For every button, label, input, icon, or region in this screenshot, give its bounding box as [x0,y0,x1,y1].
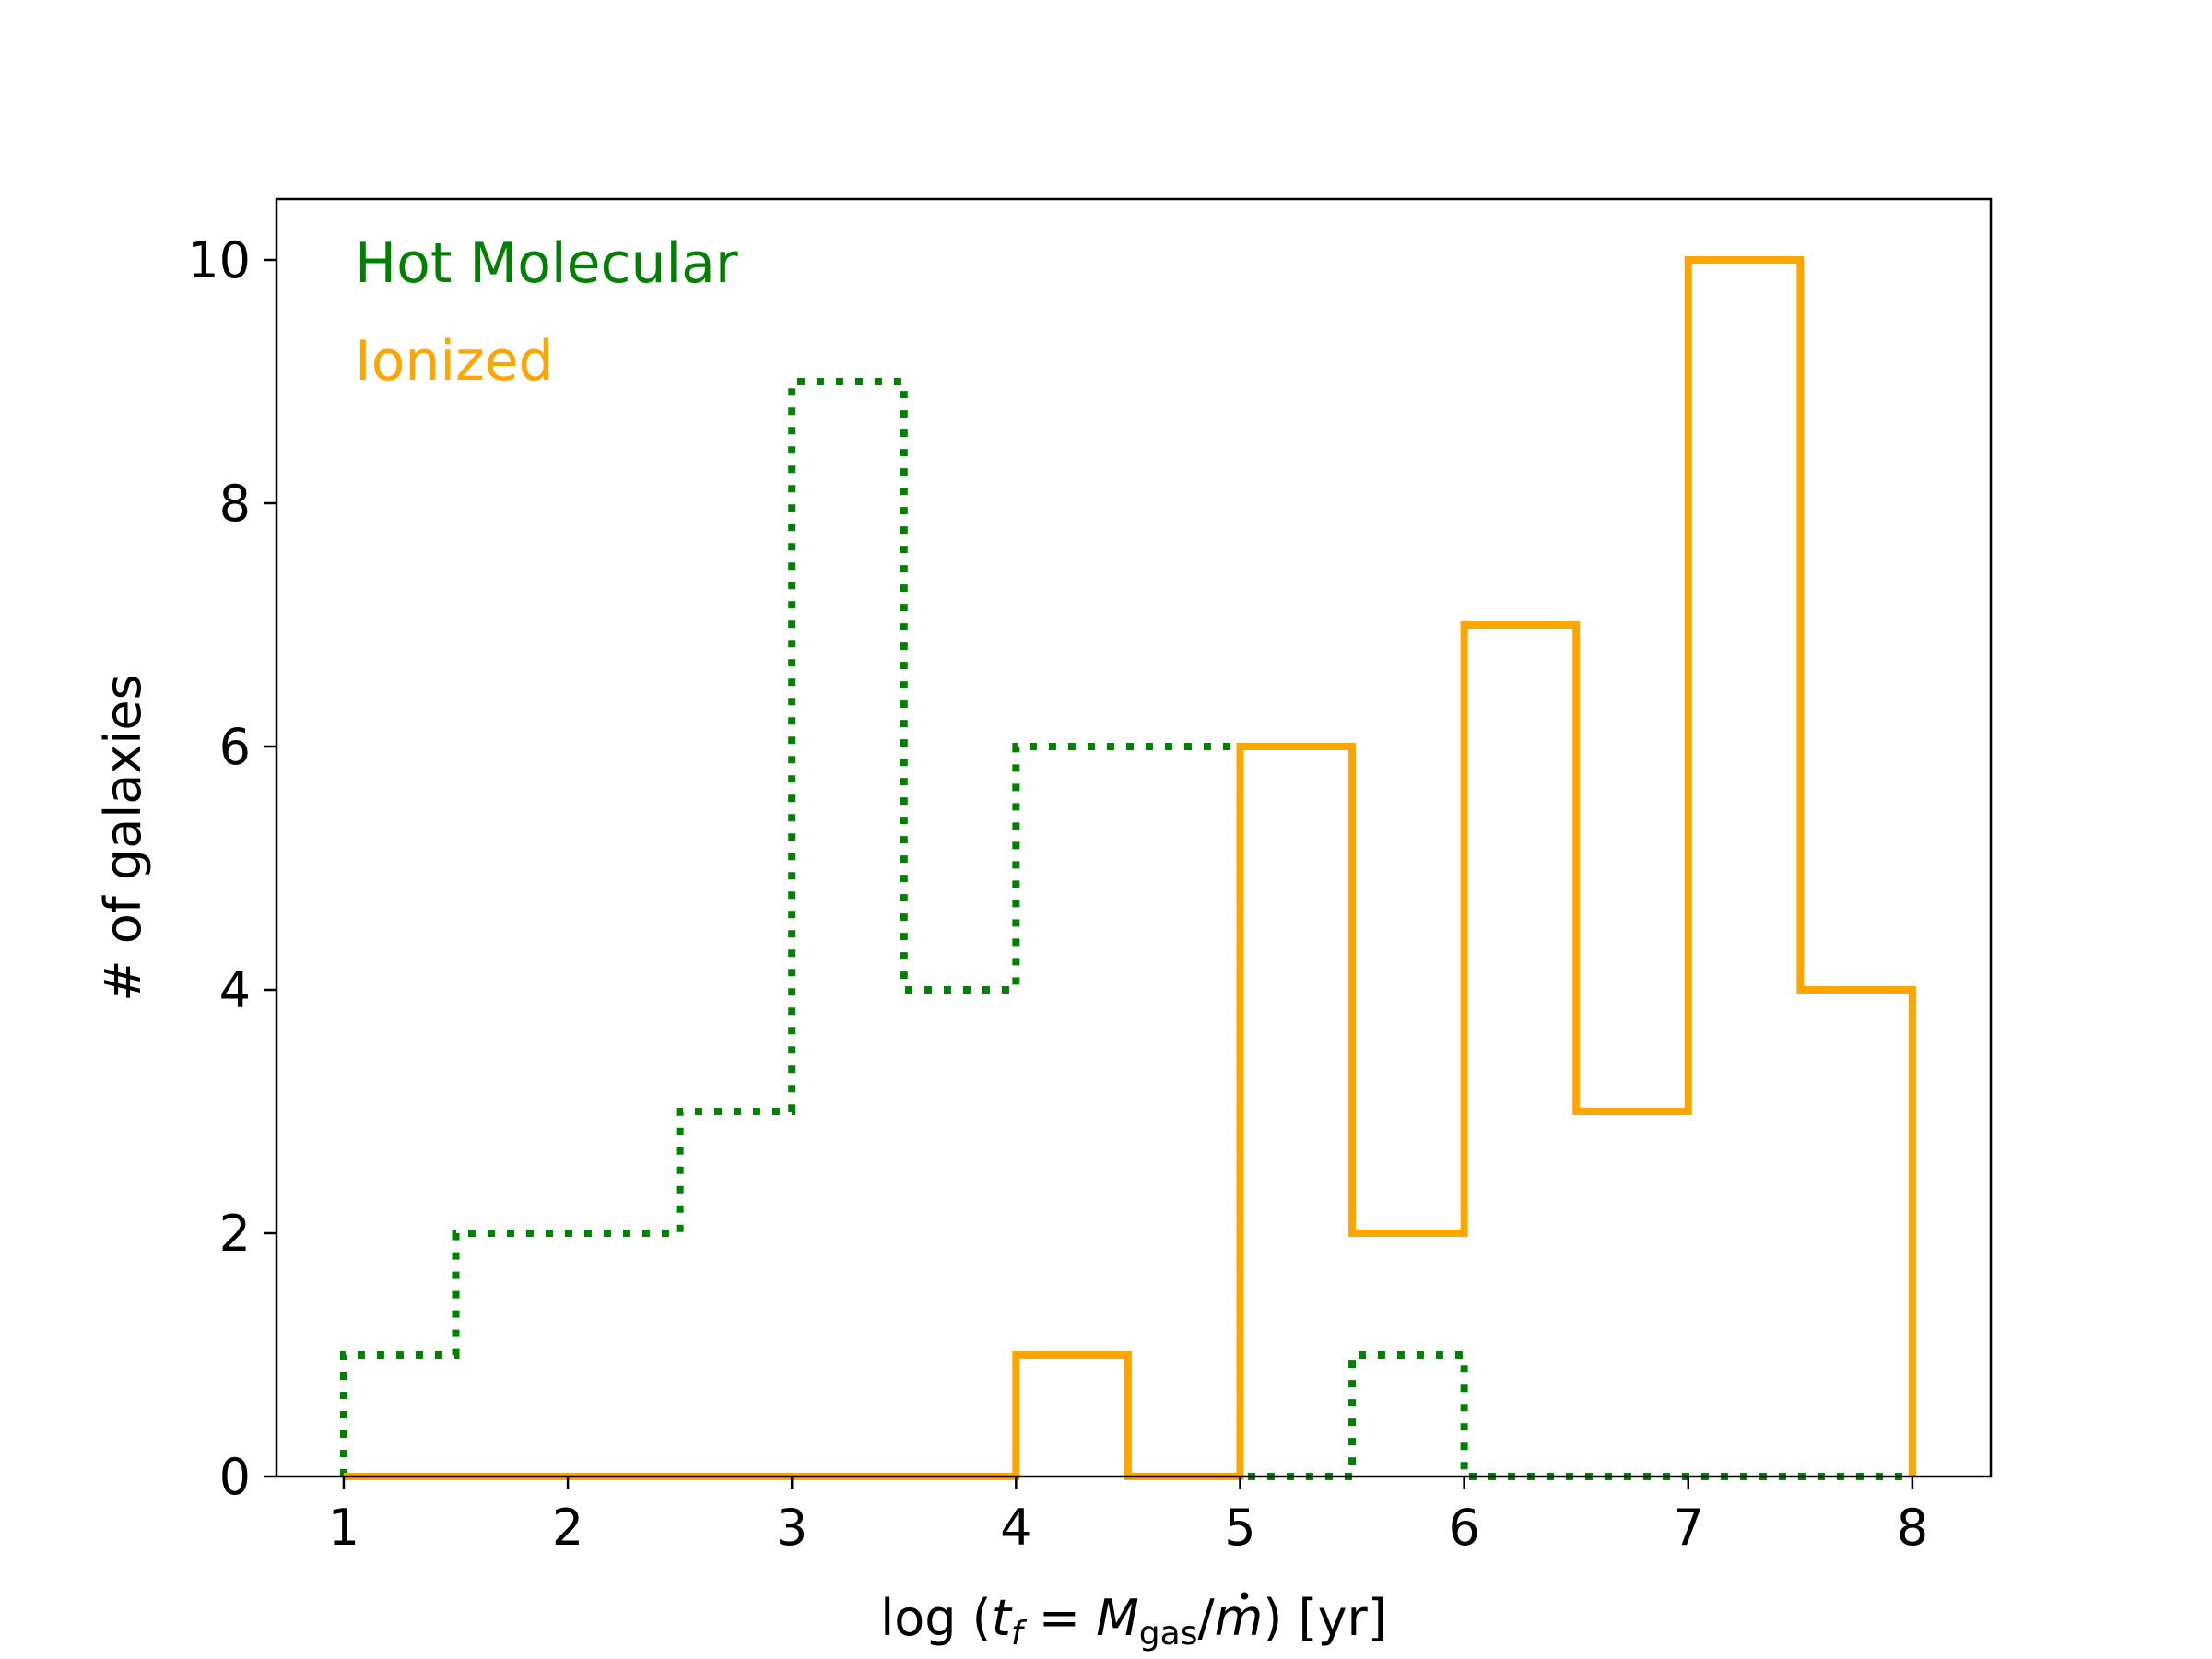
x-tick-label: 5 [1224,1499,1255,1557]
x-tick-label: 2 [552,1499,583,1557]
y-tick-label: 6 [219,718,251,776]
y-tick-label: 10 [187,231,251,289]
legend-ionized: Ionized [355,329,554,394]
y-tick-label: 0 [219,1448,251,1506]
x-tick-label: 4 [1000,1499,1031,1557]
x-tick-label: 8 [1897,1499,1928,1557]
series-hot-molecular-line [339,378,1912,1480]
plot-frame [275,197,1993,1478]
y-tick-label: 8 [219,475,251,533]
x-tick-label: 6 [1448,1499,1479,1557]
y-tick-label: 4 [219,961,251,1019]
legend-hot-molecular: Hot Molecular [355,231,738,296]
y-axis-label: # of galaxies [94,674,152,1001]
x-tick-label: 3 [776,1499,807,1557]
y-tick-label: 2 [219,1205,251,1263]
mdot-accent [1241,1592,1249,1600]
x-tick-label: 1 [328,1499,359,1557]
x-axis-label: log (tf = Mgas/m) [yr] [880,1589,1387,1653]
y-axis-ticks: 0 2 4 6 8 10 [187,231,276,1506]
x-axis-ticks: 1 2 3 4 5 6 7 8 [328,1477,1928,1557]
x-tick-label: 7 [1673,1499,1704,1557]
